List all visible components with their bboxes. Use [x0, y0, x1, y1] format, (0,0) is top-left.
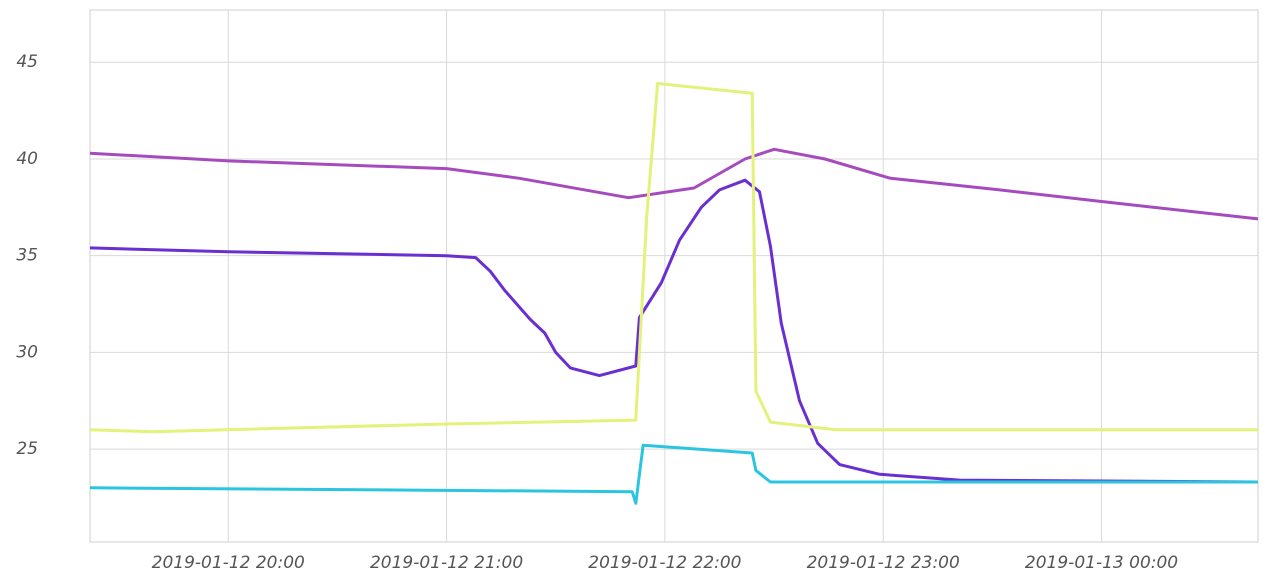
y-tick-label: 40	[16, 149, 38, 169]
y-tick-label: 25	[16, 439, 38, 459]
x-tick-label: 2019-01-12 21:00	[370, 553, 523, 573]
data-line	[89, 443, 1258, 505]
data-line	[89, 147, 1259, 221]
plot-frame	[89, 9, 1259, 543]
data-line	[89, 82, 1258, 434]
y-tick-label: 35	[16, 246, 38, 266]
y-tick-label: 30	[16, 342, 38, 362]
x-tick-label: 2019-01-12 23:00	[807, 553, 960, 573]
y-tick-label: 45	[16, 52, 38, 72]
data-line	[89, 178, 1259, 484]
x-tick-label: 2019-01-12 20:00	[152, 553, 305, 573]
x-tick-label: 2019-01-12 22:00	[588, 553, 741, 573]
x-tick-label: 2019-01-13 00:00	[1025, 553, 1178, 573]
